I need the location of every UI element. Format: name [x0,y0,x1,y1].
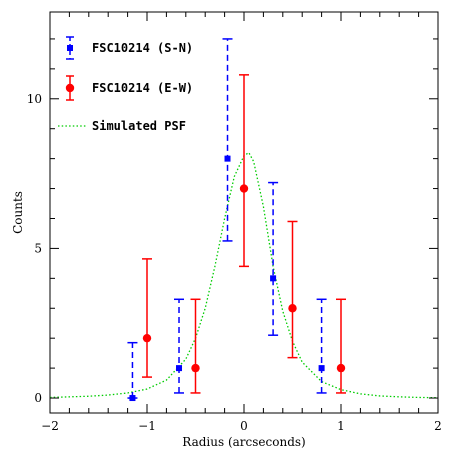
sn-data-point [318,365,325,372]
x-tick-label: 1 [337,419,345,433]
ew-data-point [288,304,297,313]
legend-ew-label: FSC10214 (E-W) [92,81,193,95]
ew-data-point [191,363,200,373]
x-axis-label: Radius (arcseconds) [182,435,305,449]
legend: FSC10214 (S-N) FSC10214 (E-W) Simulated PS… [58,36,193,133]
sn-data-point [176,365,183,372]
y-tick-label: 10 [27,92,42,106]
x-tick-label: −1 [138,419,156,433]
ticks-layer: −2 −1 0 1 2 0 5 10 [27,12,442,433]
x-tick-label: 0 [240,419,248,433]
series-sn-layer [127,38,327,402]
sn-data-point [270,275,277,282]
legend-sn-marker [67,45,73,51]
sn-data-point [129,395,136,402]
psf-curve-layer [49,151,439,399]
x-tick-label: 2 [434,419,442,433]
legend-sn-label: FSC10214 (S-N) [92,41,193,55]
x-tick-label: −2 [41,419,59,433]
ew-data-point [142,333,152,343]
y-axis-label: Counts [11,191,25,234]
ew-data-point [336,363,346,373]
ew-data-point [239,184,249,193]
sn-data-point [224,155,231,162]
y-tick-label: 5 [34,241,42,255]
legend-ew-marker [65,83,75,93]
legend-psf-label: Simulated PSF [92,119,186,133]
psf-curve [49,151,439,399]
series-ew-layer [142,74,346,394]
y-tick-label: 0 [34,391,42,405]
